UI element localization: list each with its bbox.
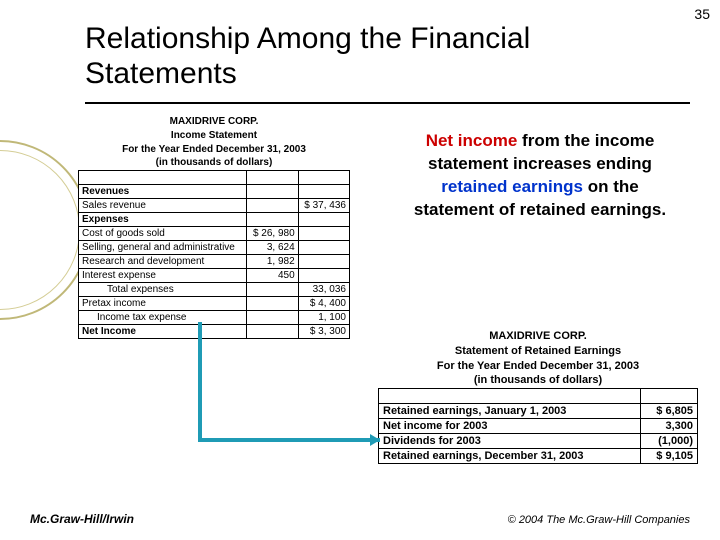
retained-earnings-table: MAXIDRIVE CORP. Statement of Retained Ea… bbox=[378, 328, 698, 464]
re-r2-label: Net income for 2003 bbox=[379, 418, 641, 433]
income-h1: MAXIDRIVE CORP. bbox=[79, 114, 350, 128]
title-underline bbox=[85, 102, 690, 104]
pretax-value: $ 4, 400 bbox=[298, 296, 349, 310]
int-value: 450 bbox=[247, 268, 298, 282]
tax-value: 1, 100 bbox=[298, 310, 349, 324]
income-h4: (in thousands of dollars) bbox=[79, 156, 350, 170]
income-h3: For the Year Ended December 31, 2003 bbox=[79, 142, 350, 156]
footer-right: © 2004 The Mc.Graw-Hill Companies bbox=[508, 514, 690, 526]
callout-text: Net income from the income statement inc… bbox=[400, 130, 680, 222]
rd-value: 1, 982 bbox=[247, 254, 298, 268]
totexp-label: Total expenses bbox=[79, 282, 247, 296]
ni-label: Net Income bbox=[79, 324, 247, 338]
re-r4-label: Retained earnings, December 31, 2003 bbox=[379, 448, 641, 463]
ni-value: $ 3, 300 bbox=[298, 324, 349, 338]
tax-label: Income tax expense bbox=[79, 310, 247, 324]
callout-blue: retained earnings bbox=[441, 177, 583, 196]
sga-value: 3, 624 bbox=[247, 240, 298, 254]
totexp-value: 33, 036 bbox=[298, 282, 349, 296]
income-h2: Income Statement bbox=[79, 128, 350, 142]
callout-red: Net income bbox=[426, 131, 518, 150]
expenses-label: Expenses bbox=[79, 212, 247, 226]
slide-title: Relationship Among the Financial Stateme… bbox=[85, 22, 530, 91]
re-r4-value: $ 9,105 bbox=[640, 448, 697, 463]
pretax-label: Pretax income bbox=[79, 296, 247, 310]
slide-number: 35 bbox=[694, 6, 710, 22]
re-h3: For the Year Ended December 31, 2003 bbox=[379, 358, 698, 373]
re-h1: MAXIDRIVE CORP. bbox=[379, 328, 698, 343]
cogs-label: Cost of goods sold bbox=[79, 226, 247, 240]
re-r3-label: Dividends for 2003 bbox=[379, 433, 641, 448]
income-statement-table: MAXIDRIVE CORP. Income Statement For the… bbox=[78, 114, 350, 339]
title-line1: Relationship Among the Financial bbox=[85, 22, 530, 55]
title-line2: Statements bbox=[85, 57, 237, 90]
re-h4: (in thousands of dollars) bbox=[379, 373, 698, 388]
sales-value: $ 37, 436 bbox=[298, 198, 349, 212]
sales-label: Sales revenue bbox=[79, 198, 247, 212]
sga-label: Selling, general and administrative bbox=[79, 240, 247, 254]
footer-left: Mc.Graw-Hill/Irwin bbox=[30, 512, 134, 526]
re-r3-value: (1,000) bbox=[640, 433, 697, 448]
re-r1-value: $ 6,805 bbox=[640, 403, 697, 418]
re-r1-label: Retained earnings, January 1, 2003 bbox=[379, 403, 641, 418]
revenues-label: Revenues bbox=[79, 184, 247, 198]
rd-label: Research and development bbox=[79, 254, 247, 268]
re-h2: Statement of Retained Earnings bbox=[379, 343, 698, 358]
cogs-value: $ 26, 980 bbox=[247, 226, 298, 240]
int-label: Interest expense bbox=[79, 268, 247, 282]
re-r2-value: 3,300 bbox=[640, 418, 697, 433]
